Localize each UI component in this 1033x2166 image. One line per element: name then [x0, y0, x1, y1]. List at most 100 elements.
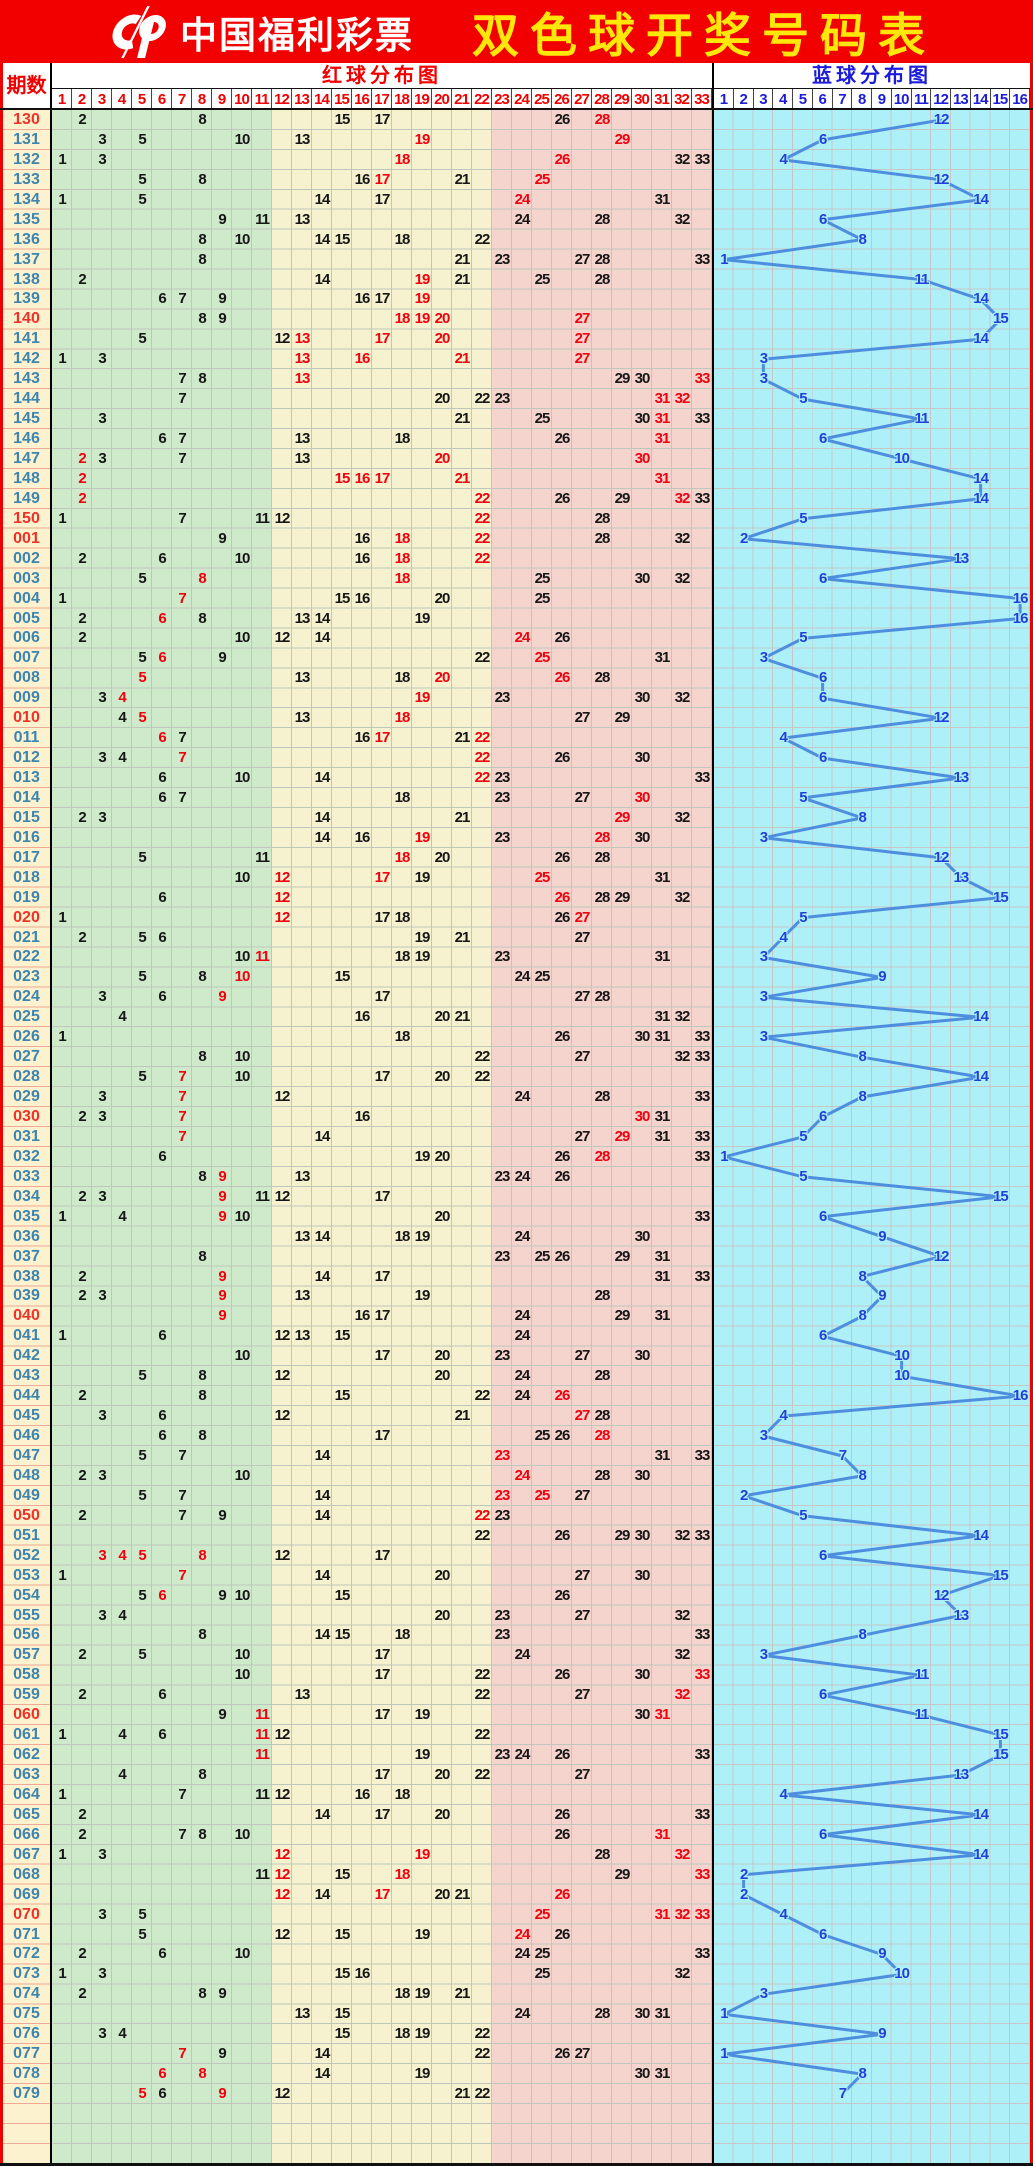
red-ball-number: 3	[98, 150, 106, 168]
red-ball-number: 9	[218, 649, 226, 667]
red-ball-number: 3	[98, 1407, 106, 1425]
red-ball-number: 4	[118, 2025, 126, 2043]
red-ball-number: 16	[354, 729, 371, 747]
red-ball-number: 14	[314, 769, 331, 787]
red-ball-number: 5	[138, 130, 146, 148]
red-ball-number: 19	[414, 1706, 431, 1724]
red-ball-number: 8	[198, 2065, 206, 2083]
blue-ball-number: 3	[759, 948, 768, 966]
period-label: 144	[13, 390, 40, 408]
red-ball-number: 22	[474, 2045, 491, 2063]
red-ball-number: 17	[374, 1646, 391, 1664]
red-ball-number: 8	[198, 968, 206, 986]
red-ball-number: 24	[514, 1167, 531, 1185]
red-ball-number: 8	[198, 569, 206, 587]
red-ball-number: 33	[694, 769, 711, 787]
period-label: 055	[13, 1606, 40, 1624]
red-ball-number: 5	[138, 1068, 146, 1086]
red-ball-number: 20	[434, 1805, 451, 1823]
red-ball-number: 3	[98, 350, 106, 368]
blue-ball-number: 3	[759, 649, 768, 667]
blue-ball-number: 7	[838, 2085, 847, 2103]
red-ball-number: 28	[594, 1287, 611, 1305]
red-ball-number: 8	[198, 170, 206, 188]
red-ball-number: 31	[654, 649, 671, 667]
red-ball-number: 14	[314, 1566, 331, 1584]
red-ball-number: 18	[394, 2025, 411, 2043]
red-ball-number: 10	[234, 948, 251, 966]
red-ball-number: 7	[178, 509, 186, 527]
red-ball-number: 18	[394, 848, 411, 866]
red-ball-number: 18	[394, 788, 411, 806]
red-ball-number: 26	[554, 2045, 571, 2063]
red-ball-number: 5	[138, 1486, 146, 1504]
column-number: 7	[833, 89, 853, 110]
period-label: 031	[13, 1127, 40, 1145]
red-ball-number: 27	[574, 330, 591, 348]
red-ball-number: 9	[218, 1506, 226, 1524]
red-ball-number: 9	[218, 529, 226, 547]
red-ball-number: 5	[138, 709, 146, 727]
red-ball-number: 22	[474, 2025, 491, 2043]
blue-ball-number: 7	[838, 1446, 847, 1464]
red-ball-number: 23	[494, 1506, 511, 1524]
red-ball-number: 23	[494, 390, 511, 408]
column-number: 4	[773, 89, 793, 110]
red-ball-number: 6	[158, 2085, 166, 2103]
red-ball-number: 20	[434, 1147, 451, 1165]
red-ball-number: 26	[554, 1526, 571, 1544]
red-ball-number: 5	[138, 1546, 146, 1564]
red-ball-number: 8	[198, 1427, 206, 1445]
red-ball-number: 26	[554, 1247, 571, 1265]
column-number: 5	[793, 89, 813, 110]
red-ball-number: 3	[98, 1088, 106, 1106]
red-ball-number: 14	[314, 808, 331, 826]
red-ball-number: 2	[78, 1945, 86, 1963]
column-number: 2	[734, 89, 754, 110]
red-ball-number: 28	[594, 509, 611, 527]
red-ball-number: 9	[218, 1287, 226, 1305]
column-number: 29	[612, 89, 632, 110]
column-number: 31	[652, 89, 672, 110]
red-ball-number: 14	[314, 270, 331, 288]
red-ball-number: 21	[454, 469, 471, 487]
red-ball-number: 27	[574, 908, 591, 926]
red-ball-number: 7	[178, 1825, 186, 1843]
red-ball-number: 19	[414, 130, 431, 148]
red-ball-number: 25	[534, 1905, 551, 1923]
red-ball-number: 1	[58, 509, 66, 527]
red-ball-number: 6	[158, 609, 166, 627]
period-label: 049	[13, 1486, 40, 1504]
red-ball-number: 7	[178, 729, 186, 747]
red-ball-number: 2	[78, 928, 86, 946]
red-ball-number: 15	[334, 1327, 351, 1345]
red-zone-1-11	[52, 110, 272, 2163]
period-label: 065	[13, 1805, 40, 1823]
red-ball-number: 2	[78, 808, 86, 826]
red-ball-number: 10	[234, 1048, 251, 1066]
red-ball-number: 15	[334, 111, 351, 128]
red-ball-number: 26	[554, 908, 571, 926]
red-ball-number: 15	[334, 469, 351, 487]
blue-ball-number: 6	[818, 1108, 827, 1125]
red-ball-number: 24	[514, 2005, 531, 2023]
blue-trend-line	[722, 118, 1022, 2096]
red-ball-number: 22	[474, 529, 491, 547]
red-ball-number: 2	[78, 1686, 86, 1704]
red-ball-number: 25	[534, 649, 551, 667]
red-ball-number: 18	[394, 430, 411, 448]
red-ball-number: 7	[178, 290, 186, 308]
red-ball-number: 12	[274, 1088, 291, 1106]
red-ball-number: 1	[58, 1566, 66, 1584]
period-label: 143	[13, 370, 40, 388]
red-ball-number: 10	[234, 1646, 251, 1664]
red-ball-number: 31	[654, 1127, 671, 1145]
red-ball-number: 27	[574, 2045, 591, 2063]
period-label: 004	[13, 589, 40, 607]
red-ball-number: 8	[198, 1387, 206, 1405]
red-ball-number: 17	[374, 1307, 391, 1325]
period-label: 079	[13, 2085, 40, 2103]
page-title: 双色球开奖号码表	[472, 11, 936, 63]
column-number: 18	[392, 89, 412, 110]
red-ball-number: 8	[198, 1247, 206, 1265]
